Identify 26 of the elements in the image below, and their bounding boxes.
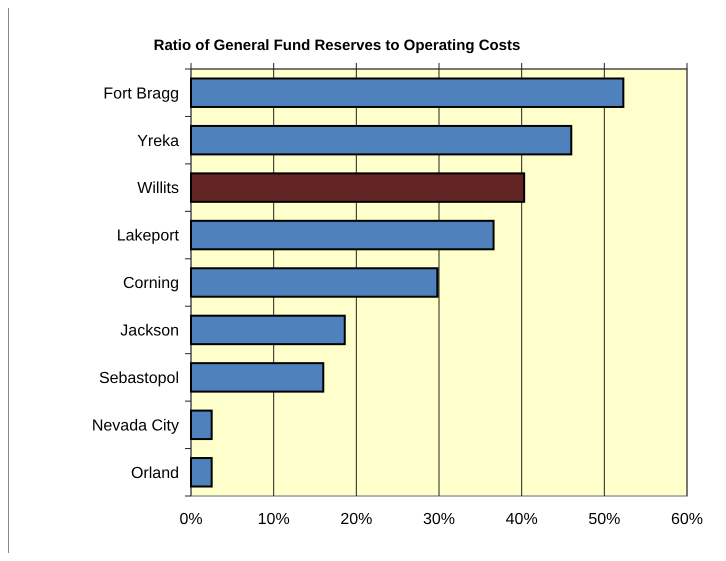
y-tick-label: Sebastopol	[98, 370, 179, 387]
bar	[190, 267, 438, 298]
y-tick-label: Lakeport	[116, 228, 180, 245]
x-tick-label: 30%	[422, 511, 456, 528]
bar	[190, 124, 572, 156]
x-tick-label: 60%	[670, 511, 704, 528]
y-tick-label: Nevada City	[92, 417, 179, 434]
bar	[190, 77, 624, 108]
y-tick-label: Jackson	[120, 322, 179, 340]
y-tick-label: Yreka	[137, 132, 180, 150]
x-tick-label: 0%	[179, 511, 203, 528]
x-tick-label: 20%	[340, 511, 372, 528]
bar	[190, 362, 324, 393]
bar	[190, 172, 526, 203]
bar	[190, 314, 346, 346]
y-tick-label: Willits	[137, 180, 179, 198]
y-tick-label: Orland	[130, 464, 179, 482]
x-tick-label: 50%	[588, 511, 620, 528]
x-tick-label: 10%	[258, 511, 290, 528]
y-tick-label: Corning	[122, 275, 179, 292]
bar	[190, 457, 213, 488]
y-tick-label: Fort Bragg	[103, 85, 179, 102]
bar	[190, 220, 495, 250]
bar	[190, 410, 213, 440]
x-tick-label: 40%	[506, 511, 538, 528]
chart-title: Ratio of General Fund Reserves to Operating Costs	[154, 37, 520, 54]
